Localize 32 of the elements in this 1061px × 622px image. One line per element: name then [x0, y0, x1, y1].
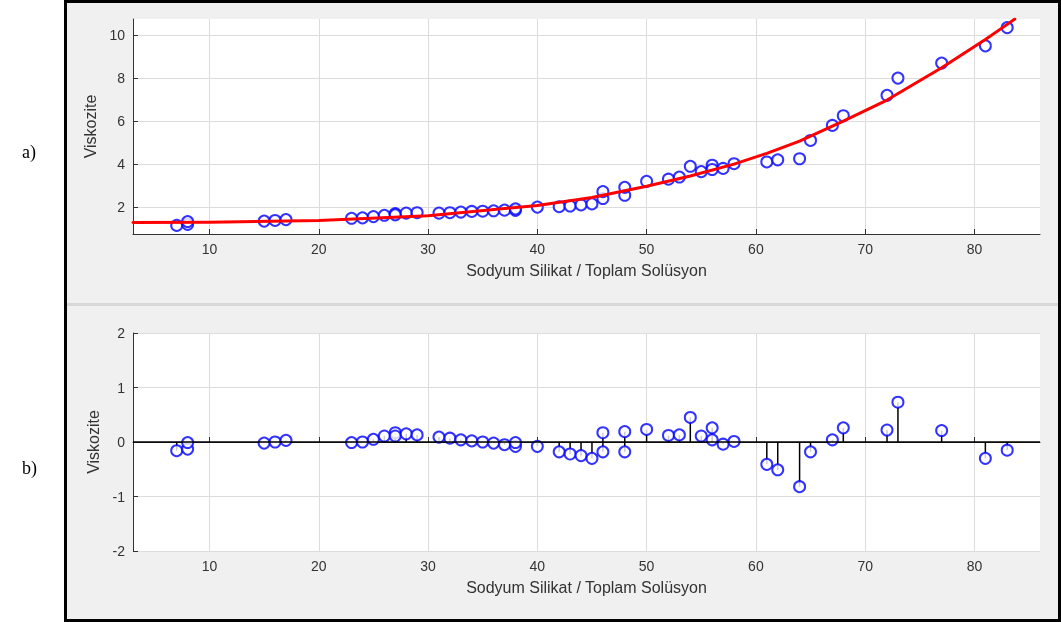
x-tick-label: 80	[966, 558, 983, 574]
x-tick-label: 60	[748, 558, 764, 574]
x-tick-label: 20	[310, 241, 327, 257]
x-tick-label: 10	[201, 558, 218, 574]
x-tick-label: 70	[857, 241, 874, 257]
y-tick-label: 2	[117, 199, 126, 216]
y-axis-title: Viskozite	[85, 410, 103, 474]
x-tick-label: 60	[748, 241, 764, 257]
y-tick-label: 10	[109, 27, 126, 44]
y-axis-title: Viskozite	[82, 94, 100, 159]
y-tick-label: 4	[117, 156, 126, 173]
x-tick-label: 20	[310, 558, 327, 574]
text: b)	[22, 457, 37, 479]
y-tick-label: 8	[117, 70, 126, 87]
text: a)	[22, 142, 36, 163]
x-axis-title: Sodyum Silikat / Toplam Solüsyon	[466, 261, 707, 279]
y-tick-label: 1	[117, 379, 126, 396]
x-tick-label: 40	[529, 558, 546, 574]
x-tick-label: 40	[529, 241, 546, 257]
x-tick-label: 30	[420, 241, 437, 257]
x-tick-label: 70	[857, 558, 874, 574]
x-tick-label: 10	[201, 241, 218, 257]
y-tick-label: 2	[117, 325, 126, 341]
x-axis-title: Sodyum Silikat / Toplam Solüsyon	[466, 578, 707, 596]
y-tick-label: 0	[117, 434, 126, 450]
y-tick-label: -1	[112, 488, 126, 505]
x-tick-label: 80	[966, 241, 983, 257]
x-tick-label: 50	[638, 241, 655, 257]
x-tick-label: 50	[638, 558, 655, 574]
y-tick-label: 6	[117, 113, 126, 130]
x-tick-label: 30	[420, 558, 437, 574]
y-tick-label: -2	[112, 543, 126, 559]
